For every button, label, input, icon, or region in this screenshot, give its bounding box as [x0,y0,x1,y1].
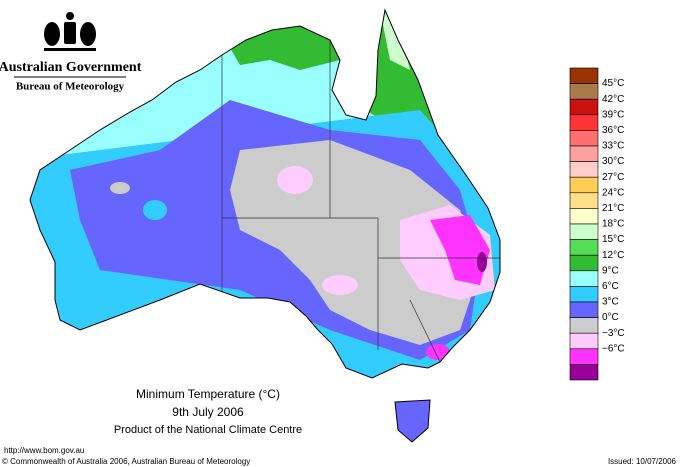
legend-swatch [569,83,599,100]
legend-label: 12°C [602,250,624,261]
legend-label: 15°C [602,234,624,245]
bureau-name: Bureau of Meteorology [16,81,125,93]
legend-label: 33°C [602,141,624,152]
legend-label: 18°C [602,219,624,230]
legend-swatch [569,192,599,209]
legend-label: 9°C [602,265,619,276]
footer-url: http://www.bom.gov.au [4,446,84,455]
legend-swatch [569,270,599,287]
legend-swatch [569,98,599,116]
legend-swatch [569,332,599,350]
legend-swatch [569,317,599,334]
legend-label: 3°C [602,297,619,308]
agency-name: Australian Government [0,60,142,75]
coastline [29,8,501,379]
legend-swatch [569,176,599,194]
legend-label: 36°C [602,125,624,136]
legend-label: 0°C [602,312,619,323]
legend-swatch [569,223,599,240]
legend-swatch [569,161,599,178]
legend: 45°C 42°C 39°C 36°C 33°C 30°C 27°C 24°C 21°C 18°C… [569,67,625,381]
legend-label: 6°C [602,281,619,292]
legend-swatch [569,208,599,225]
legend-swatch [569,67,599,84]
legend-label: 27°C [602,172,624,183]
legend-label: −3°C [602,328,625,339]
legend-swatch [569,130,599,147]
legend-label: 45°C [602,78,624,89]
temperature-map [30,10,500,378]
legend-swatch [569,301,599,318]
legend-swatch [569,254,599,272]
legend-label: 39°C [602,109,624,120]
tasmania [394,399,431,443]
map-title: Minimum Temperature (°C) [136,387,280,401]
legend-swatch [569,286,599,303]
legend-label: 42°C [602,94,624,105]
map-date: 9th July 2006 [172,405,244,419]
map-product: Product of the National Climate Centre [114,424,302,436]
legend-swatch [569,239,599,256]
legend-swatch [569,114,599,131]
legend-label: 30°C [602,156,624,167]
legend-label: 24°C [602,187,624,198]
footer-issued: Issued: 10/07/2006 [608,457,677,466]
legend-swatch [569,364,599,381]
legend-swatch [569,145,599,162]
legend-label: 21°C [602,203,624,214]
footer-copyright: © Commonwealth of Australia 2006, Austra… [2,457,250,466]
legend-label: −6°C [602,343,625,354]
legend-swatch [569,348,599,365]
coat-of-arms [44,12,96,51]
